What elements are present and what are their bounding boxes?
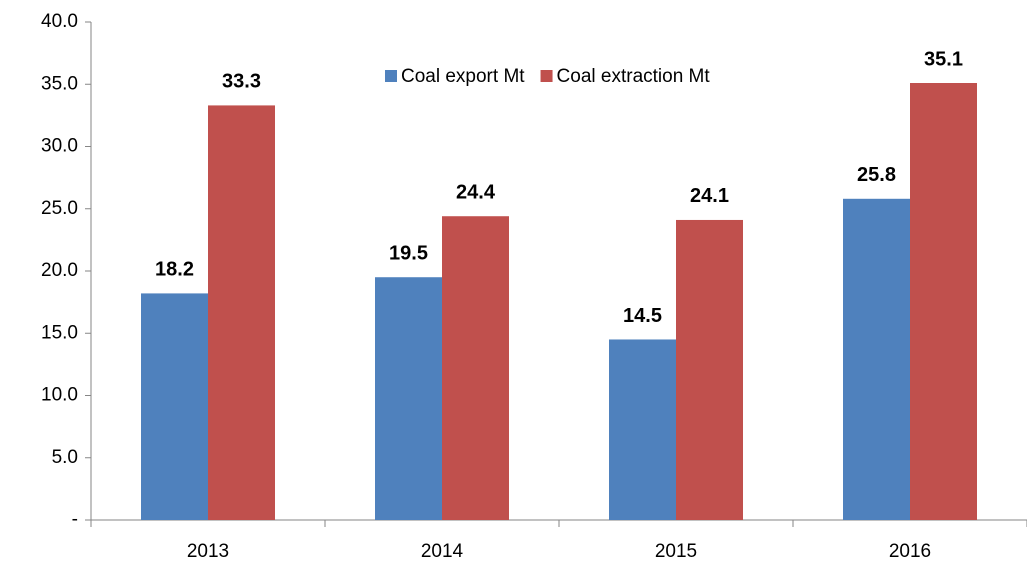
y-tick-label: 20.0 bbox=[41, 260, 78, 281]
x-tick-label: 2016 bbox=[889, 541, 931, 562]
bar bbox=[141, 293, 208, 520]
y-tick-label: 35.0 bbox=[41, 73, 78, 94]
legend-label: Coal export Mt bbox=[401, 66, 525, 87]
bar bbox=[843, 198, 910, 521]
data-label: 33.3 bbox=[222, 71, 261, 93]
y-tick-label: 25.0 bbox=[41, 198, 78, 219]
data-label: 14.5 bbox=[623, 305, 662, 327]
data-label: 18.2 bbox=[155, 259, 194, 281]
x-tick-label: 2013 bbox=[187, 541, 229, 562]
x-tick-label: 2014 bbox=[421, 541, 464, 562]
y-tick-label: 10.0 bbox=[41, 385, 78, 406]
legend-swatch bbox=[385, 70, 397, 82]
y-tick-label: - bbox=[72, 509, 78, 530]
data-label: 35.1 bbox=[924, 48, 963, 70]
legend-swatch bbox=[540, 70, 553, 82]
data-label: 25.8 bbox=[857, 164, 896, 186]
data-label: 24.1 bbox=[690, 185, 729, 207]
y-tick-label: 15.0 bbox=[41, 322, 78, 343]
bar bbox=[609, 339, 676, 520]
bar bbox=[442, 216, 509, 520]
bar bbox=[375, 277, 442, 520]
y-tick-label: 30.0 bbox=[41, 136, 78, 157]
bar bbox=[910, 83, 977, 520]
x-tick-label: 2015 bbox=[655, 541, 697, 562]
bar bbox=[208, 105, 275, 520]
y-tick-label: 5.0 bbox=[52, 447, 78, 468]
legend-label: Coal extraction Mt bbox=[557, 66, 711, 87]
y-tick-label: 40.0 bbox=[41, 11, 78, 32]
data-label: 24.4 bbox=[456, 182, 496, 204]
bar bbox=[676, 219, 743, 520]
data-label: 19.5 bbox=[389, 243, 428, 265]
